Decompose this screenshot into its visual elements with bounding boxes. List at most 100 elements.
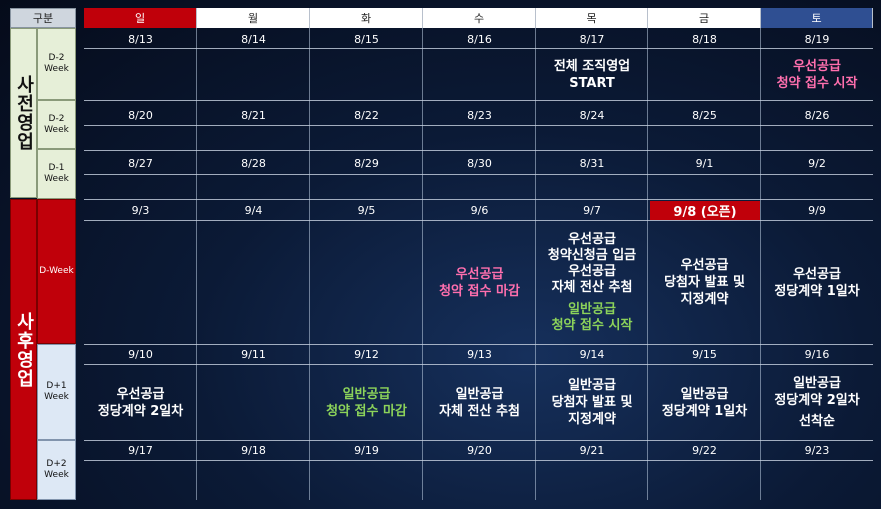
phase-pre-sales: 사전영업	[10, 28, 37, 198]
day-header-sun: 일	[84, 8, 197, 28]
date-cell: 8/20	[128, 108, 153, 122]
date-cell: 9/15	[692, 347, 717, 361]
date-cell: 9/1	[695, 156, 714, 170]
grid-line	[309, 28, 310, 500]
date-cell: 8/18	[692, 32, 717, 46]
event-priority-winners: 우선공급 당첨자 발표 및 지정계약	[648, 221, 761, 344]
week-label-5: D+1 Week	[37, 344, 76, 440]
date-cell: 8/21	[241, 108, 266, 122]
event-general-contract-day2: 일반공급 정당계약 2일차 선착순	[761, 365, 873, 440]
event-line: 우선공급	[116, 386, 165, 402]
date-cell: 9/19	[354, 443, 379, 457]
week-label-3: D-1 Week	[37, 149, 76, 199]
event-line: 일반공급	[680, 386, 729, 402]
date-cell: 9/7	[583, 203, 601, 217]
event-line: 당첨자 발표 및	[664, 275, 745, 290]
day-header-wed: 수	[423, 8, 536, 28]
date-cell: 8/25	[692, 108, 717, 122]
grid-line	[84, 440, 873, 441]
date-cell: 9/9	[808, 203, 826, 217]
event-line: 청약 접수 마감	[326, 403, 407, 419]
week-label-2: D-2 Week	[37, 100, 76, 149]
event-thu-d-week: 우선공급 청약신청금 입금 우선공급 자체 전산 추첨 일반공급 청약 접수 시…	[536, 221, 648, 344]
event-line: 자체 전산 추첨	[551, 279, 633, 295]
date-cell: 9/3	[131, 203, 150, 217]
date-cell: 8/28	[241, 156, 266, 170]
event-line: 우선공급	[455, 266, 504, 282]
grid-line	[84, 48, 873, 49]
phase-post-sales: 사후영업	[10, 199, 37, 500]
grid-line	[84, 125, 873, 126]
date-cell: 8/16	[467, 32, 492, 46]
event-priority-contract-day2: 우선공급 정당계약 2일차	[84, 365, 197, 440]
event-line: 정당계약 2일차	[97, 403, 184, 419]
grid-line	[196, 28, 197, 500]
event-line: 청약신청금 입금	[547, 247, 637, 263]
date-cell: 8/22	[354, 108, 379, 122]
event-line: 자체 전산 추첨	[439, 403, 520, 419]
event-general-apply-end: 일반공급 청약 접수 마감	[310, 365, 423, 440]
gubun-header: 구분	[10, 8, 76, 28]
event-line: 지정계약	[568, 412, 616, 427]
event-line: 선착순	[799, 414, 835, 429]
date-cell: 8/24	[579, 108, 605, 122]
event-general-contract-day1: 일반공급 정당계약 1일차	[648, 365, 761, 440]
date-cell: 9/14	[579, 347, 605, 361]
date-cell: 8/14	[241, 32, 266, 46]
grid-line	[84, 100, 873, 101]
event-line: 정당계약 1일차	[774, 283, 860, 299]
date-cell: 9/10	[128, 347, 153, 361]
date-cell: 8/13	[128, 32, 153, 46]
grid-line	[84, 199, 873, 200]
date-cell: 9/6	[470, 203, 489, 217]
event-line: 우선공급	[793, 59, 841, 74]
event-line: 일반공급	[342, 386, 391, 402]
event-line: 청약 접수 시작	[776, 76, 858, 91]
grid-line	[84, 150, 873, 151]
event-line: START	[569, 76, 615, 91]
grid-line	[535, 28, 536, 500]
grid-line	[84, 344, 873, 345]
date-cell: 9/23	[804, 443, 830, 457]
event-org-sales-start: 전체 조직영업 START	[536, 50, 648, 100]
event-line: 청약 접수 시작	[551, 317, 633, 333]
day-header-mon: 월	[197, 8, 310, 28]
grid-line	[84, 364, 873, 365]
date-cell: 9/20	[467, 443, 492, 457]
grid-line	[422, 28, 423, 500]
event-line: 정당계약 2일차	[774, 393, 860, 408]
date-cell-open-highlight: 9/8 (오픈)	[650, 201, 760, 220]
grid-line	[84, 220, 873, 221]
day-header-thu: 목	[536, 8, 648, 28]
day-header-fri: 금	[648, 8, 761, 28]
event-priority-apply-end: 우선공급 청약 접수 마감	[423, 221, 536, 344]
event-line: 우선공급	[680, 258, 729, 273]
week-label-1: D-2 Week	[37, 28, 76, 100]
date-cell: 8/17	[579, 32, 605, 46]
event-line: 일반공급	[568, 301, 616, 317]
grid-line	[84, 460, 873, 461]
week-label-6: D+2 Week	[37, 440, 76, 500]
event-general-lottery: 일반공급 자체 전산 추첨	[423, 365, 536, 440]
date-cell: 9/5	[357, 203, 376, 217]
day-header-tue: 화	[310, 8, 423, 28]
event-priority-contract-day1: 우선공급 정당계약 1일차	[761, 221, 873, 344]
week-label-4: D-Week	[37, 199, 76, 344]
event-line: 우선공급	[568, 231, 616, 247]
event-priority-apply-start: 우선공급 청약 접수 시작	[761, 50, 873, 100]
date-cell: 8/15	[354, 32, 379, 46]
event-line: 우선공급	[568, 263, 616, 279]
grid-line	[84, 174, 873, 175]
event-line: 청약 접수 마감	[439, 283, 520, 299]
date-cell: 8/19	[804, 32, 830, 46]
event-general-winners: 일반공급 당첨자 발표 및 지정계약	[536, 365, 648, 440]
day-header-sat: 토	[761, 8, 873, 28]
date-cell: 8/27	[128, 156, 153, 170]
date-cell: 9/17	[128, 443, 153, 457]
date-cell: 9/4	[244, 203, 263, 217]
date-cell: 9/11	[241, 347, 266, 361]
event-line: 전체 조직영업	[553, 59, 631, 74]
event-line: 정당계약 1일차	[661, 403, 748, 419]
event-line: 일반공급	[568, 378, 616, 393]
date-cell: 8/31	[579, 156, 605, 170]
